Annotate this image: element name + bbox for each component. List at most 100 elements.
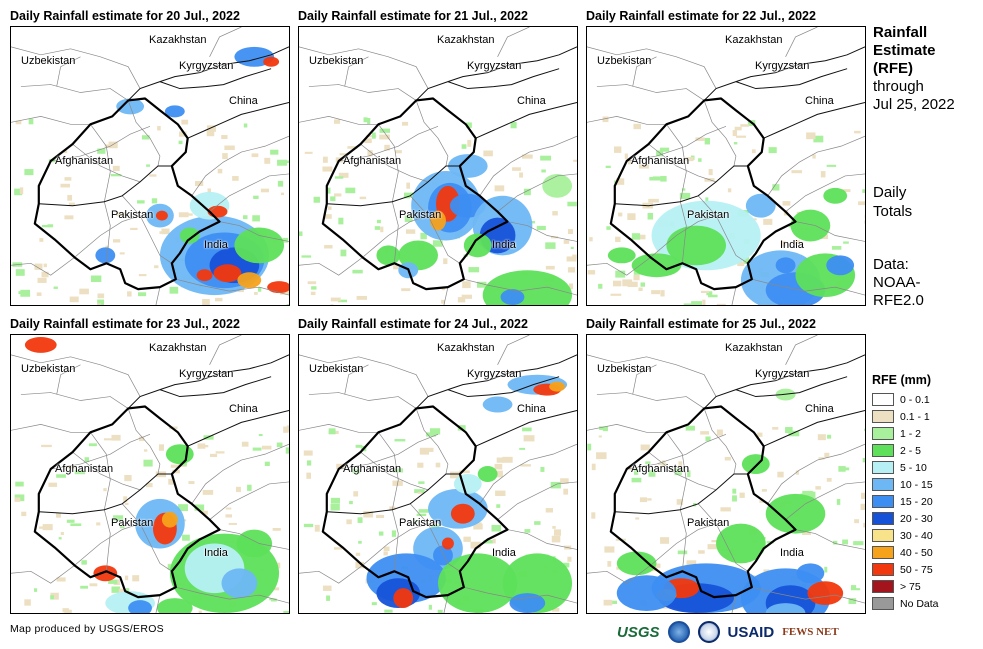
rain-speckle <box>311 286 317 290</box>
rain-speckle <box>524 529 531 533</box>
rain-speckle <box>836 499 841 505</box>
rain-speckle <box>545 242 556 249</box>
map-credit: Map produced by USGS/EROS <box>10 623 164 635</box>
rain-speckle <box>137 292 147 297</box>
admin-boundary <box>299 46 429 89</box>
map-canvas <box>587 27 865 305</box>
country-label-india: India <box>780 239 804 251</box>
rain-speckle <box>656 150 664 157</box>
rain-speckle <box>716 429 723 436</box>
admin-boundary <box>56 56 81 87</box>
rain-speckle <box>638 164 649 169</box>
rain-speckle <box>854 130 861 134</box>
rain-speckle <box>349 500 353 505</box>
rain-speckle <box>573 159 577 162</box>
rain-speckle <box>519 447 526 450</box>
rain-speckle <box>119 252 125 255</box>
rainfall-area <box>482 396 513 413</box>
rain-speckle <box>70 523 82 527</box>
rain-speckle <box>491 524 502 532</box>
admin-boundary <box>751 586 865 604</box>
rain-speckle <box>494 470 503 478</box>
admin-boundary <box>299 565 363 584</box>
rainfall-area <box>164 105 185 118</box>
country-label-kyrgyzstan: Kyrgyzstan <box>179 368 234 380</box>
admin-boundary <box>74 523 141 566</box>
rain-speckle <box>182 534 190 541</box>
rainfall-map: Kazakhstan Uzbekistan Kyrgyzstan China Afgha… <box>586 26 866 306</box>
admin-boundary <box>679 509 687 572</box>
country-label-uzbekistan: Uzbekistan <box>309 363 364 375</box>
country-label-india: India <box>204 547 228 559</box>
legend-swatch <box>872 478 894 491</box>
country-label-china: China <box>517 95 546 107</box>
rain-speckle <box>679 192 691 199</box>
rain-speckle <box>639 497 648 503</box>
rain-speckle <box>536 225 546 231</box>
rain-speckle <box>599 426 607 430</box>
rainfall-area <box>236 529 273 558</box>
legend-label: 50 - 75 <box>900 563 933 576</box>
rain-speckle <box>502 456 513 463</box>
rain-speckle <box>700 290 710 293</box>
legend-label: 0 - 0.1 <box>900 393 930 406</box>
rain-speckle <box>42 524 53 531</box>
rain-speckle <box>146 164 150 167</box>
legend-label: 40 - 50 <box>900 546 933 559</box>
admin-boundary <box>338 125 439 162</box>
admin-boundary <box>391 509 399 572</box>
rain-speckle <box>304 151 313 154</box>
legend-item: 2 - 5 <box>872 442 939 459</box>
admin-boundary <box>415 408 449 475</box>
rain-speckle <box>468 267 480 273</box>
data-line: RFE2.0 <box>873 292 924 309</box>
admin-boundary <box>175 586 289 604</box>
country-label-afghanistan: Afghanistan <box>631 463 690 475</box>
rain-speckle <box>138 274 147 277</box>
rainfall-area <box>441 537 454 550</box>
country-label-uzbekistan: Uzbekistan <box>597 363 652 375</box>
rain-speckle <box>188 481 195 485</box>
admin-boundary <box>219 529 289 550</box>
admin-boundary <box>626 433 727 470</box>
rain-speckle <box>105 245 110 249</box>
usaid-logo: USAID <box>727 623 775 641</box>
rainfall-area <box>549 381 566 392</box>
rain-speckle <box>563 488 569 495</box>
rain-speckle <box>352 468 361 474</box>
rain-speckle <box>607 561 612 567</box>
admin-boundary <box>703 100 737 167</box>
rain-speckle <box>772 184 780 191</box>
legend-swatch <box>872 410 894 423</box>
admin-boundary <box>751 278 865 296</box>
rain-speckle <box>733 141 738 145</box>
rain-speckle <box>277 159 287 166</box>
rainfall-area <box>765 603 806 613</box>
rain-speckle <box>36 292 42 296</box>
rain-speckle <box>221 135 228 139</box>
rain-speckle <box>603 599 613 606</box>
country-boundary <box>703 354 865 409</box>
rain-speckle <box>347 146 358 149</box>
rain-speckle <box>124 502 129 505</box>
rain-speckle <box>178 212 189 218</box>
daily-line: Totals <box>873 203 913 220</box>
rain-speckle <box>178 140 183 145</box>
rain-speckle <box>359 196 367 200</box>
admin-boundary <box>463 278 577 296</box>
rain-speckle <box>854 519 860 524</box>
admin-boundary <box>299 354 429 397</box>
rain-speckle <box>340 249 347 257</box>
rain-speckle <box>97 293 105 299</box>
legend-swatch <box>872 597 894 610</box>
admin-boundary <box>479 443 577 504</box>
legend-swatch <box>872 495 894 508</box>
legend-swatch <box>872 393 894 406</box>
rain-speckle <box>34 588 38 592</box>
rainfall-panel-jul24: Daily Rainfall estimate for 24 Jul., 202… <box>298 316 578 614</box>
legend-item: 0.1 - 1 <box>872 408 939 425</box>
rain-speckle <box>417 462 424 468</box>
country-boundary <box>415 46 577 101</box>
rain-speckle <box>563 239 570 244</box>
region-outline <box>609 97 797 291</box>
